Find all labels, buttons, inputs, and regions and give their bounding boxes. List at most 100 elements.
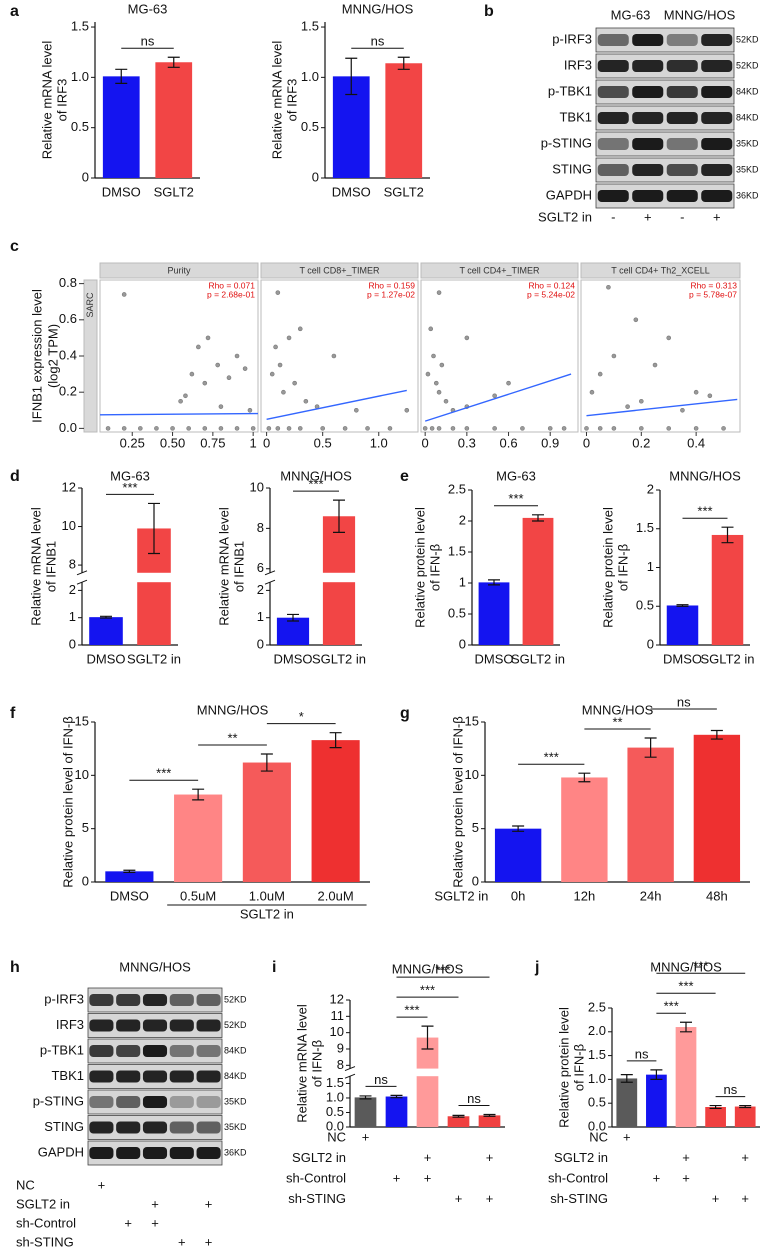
band	[597, 164, 629, 176]
bar	[646, 1074, 667, 1127]
fit-line	[266, 389, 407, 421]
axis-break-mark	[264, 570, 276, 585]
lane-group: MNNG/HOS	[664, 7, 736, 22]
facet-strip	[99, 262, 259, 279]
y-axis-label: Relative mRNA level	[216, 507, 231, 626]
band-size: 84KD	[224, 1071, 247, 1081]
y-axis-label: Relative protein level	[556, 1007, 571, 1128]
band	[89, 1019, 114, 1032]
point	[404, 407, 410, 413]
error-bar	[578, 772, 591, 783]
band	[142, 1045, 168, 1057]
y-tick-label: 1.5	[448, 543, 466, 558]
error-bar	[620, 1074, 633, 1083]
y-tick-label: 8	[69, 557, 76, 572]
point	[266, 426, 272, 431]
panel-label: h	[10, 959, 20, 976]
sig-label: ***	[678, 979, 693, 994]
condition-name: sh-STING	[16, 1234, 74, 1248]
protein-name: p-STING	[33, 1093, 84, 1108]
y-axis-label: of IFN-β	[427, 544, 442, 591]
error-bar	[532, 514, 544, 522]
point	[202, 426, 208, 431]
band	[169, 1147, 194, 1159]
band	[597, 60, 629, 72]
condition-sign: -	[611, 209, 615, 224]
point	[186, 426, 191, 431]
y-tick-label: 0.8	[59, 275, 77, 290]
x-tick-label: 0.5	[314, 435, 332, 450]
point	[234, 353, 240, 359]
sig-label: ns	[141, 34, 155, 49]
point	[273, 344, 278, 350]
point	[693, 426, 699, 431]
point	[242, 366, 248, 371]
axis-break	[264, 572, 362, 583]
y-axis-label: Relative mRNA level	[294, 1004, 309, 1123]
x-tick-label: DMSO	[87, 651, 126, 666]
point	[597, 426, 603, 431]
error-bar	[100, 615, 112, 619]
y-tick-label: 2	[69, 582, 76, 597]
y-tick-label: 1.5	[636, 520, 654, 535]
bar	[494, 828, 542, 882]
bar	[627, 747, 674, 882]
point	[639, 426, 644, 431]
y-axis-label: of IFNB1	[231, 541, 246, 592]
y-axis-label: IFNB1 expression level	[29, 289, 44, 423]
sig-label: ***	[435, 963, 450, 978]
error-bar	[123, 869, 136, 873]
x-tick-label: 48h	[706, 888, 728, 903]
point	[492, 393, 497, 399]
point	[450, 426, 456, 431]
band-size: 35KD	[224, 1122, 247, 1132]
y-tick-label: 1.0	[588, 1071, 606, 1086]
point	[277, 362, 283, 368]
band	[196, 1070, 221, 1083]
y-tick-label: 12	[330, 991, 344, 1006]
point	[138, 426, 143, 431]
y-axis-label: Relative protein level of IFN-β	[450, 716, 465, 888]
error-bar	[329, 732, 342, 749]
bar	[242, 762, 291, 882]
facet-title: T cell CD8+_TIMER	[299, 265, 380, 275]
error-bar	[260, 753, 273, 772]
point	[436, 426, 442, 431]
band	[89, 1070, 114, 1083]
point	[234, 426, 240, 431]
sig-label: ***	[420, 983, 435, 998]
bar	[385, 1096, 408, 1127]
bar	[711, 534, 744, 645]
annotation: Rho = 0.159	[368, 280, 415, 290]
axis-break	[76, 572, 178, 583]
point	[464, 335, 470, 341]
condition-sign: +	[205, 1234, 213, 1248]
y-tick-label: 2	[257, 582, 264, 597]
point	[666, 335, 672, 341]
condition-sign: -	[680, 209, 684, 224]
point	[196, 344, 201, 350]
x-tick-label: 0	[583, 435, 590, 450]
point	[121, 292, 127, 297]
bar	[311, 740, 360, 882]
condition-sign: +	[644, 209, 652, 224]
y-axis-label: of IFN-β	[309, 1040, 324, 1087]
annotation: p = 2.68e-01	[207, 289, 255, 299]
x-tick-label: 0.2	[632, 435, 650, 450]
bar	[174, 794, 223, 882]
condition-sign: +	[151, 1196, 159, 1211]
x-tick-label: 12h	[574, 888, 596, 903]
panel-label: c	[10, 238, 19, 255]
annotation: Rho = 0.313	[690, 280, 737, 290]
y-axis-label: of IFN-β	[571, 1044, 586, 1091]
condition-name: SGLT2 in	[538, 209, 592, 224]
point	[183, 393, 188, 399]
point	[247, 407, 253, 413]
x-tick-label: SGLT2 in	[127, 651, 181, 666]
y-tick-label: 0.5	[301, 119, 319, 134]
error-bar	[512, 825, 525, 832]
point	[428, 326, 434, 332]
band	[666, 34, 698, 46]
bar	[734, 1106, 756, 1127]
x-tick-label: DMSO	[110, 888, 149, 903]
